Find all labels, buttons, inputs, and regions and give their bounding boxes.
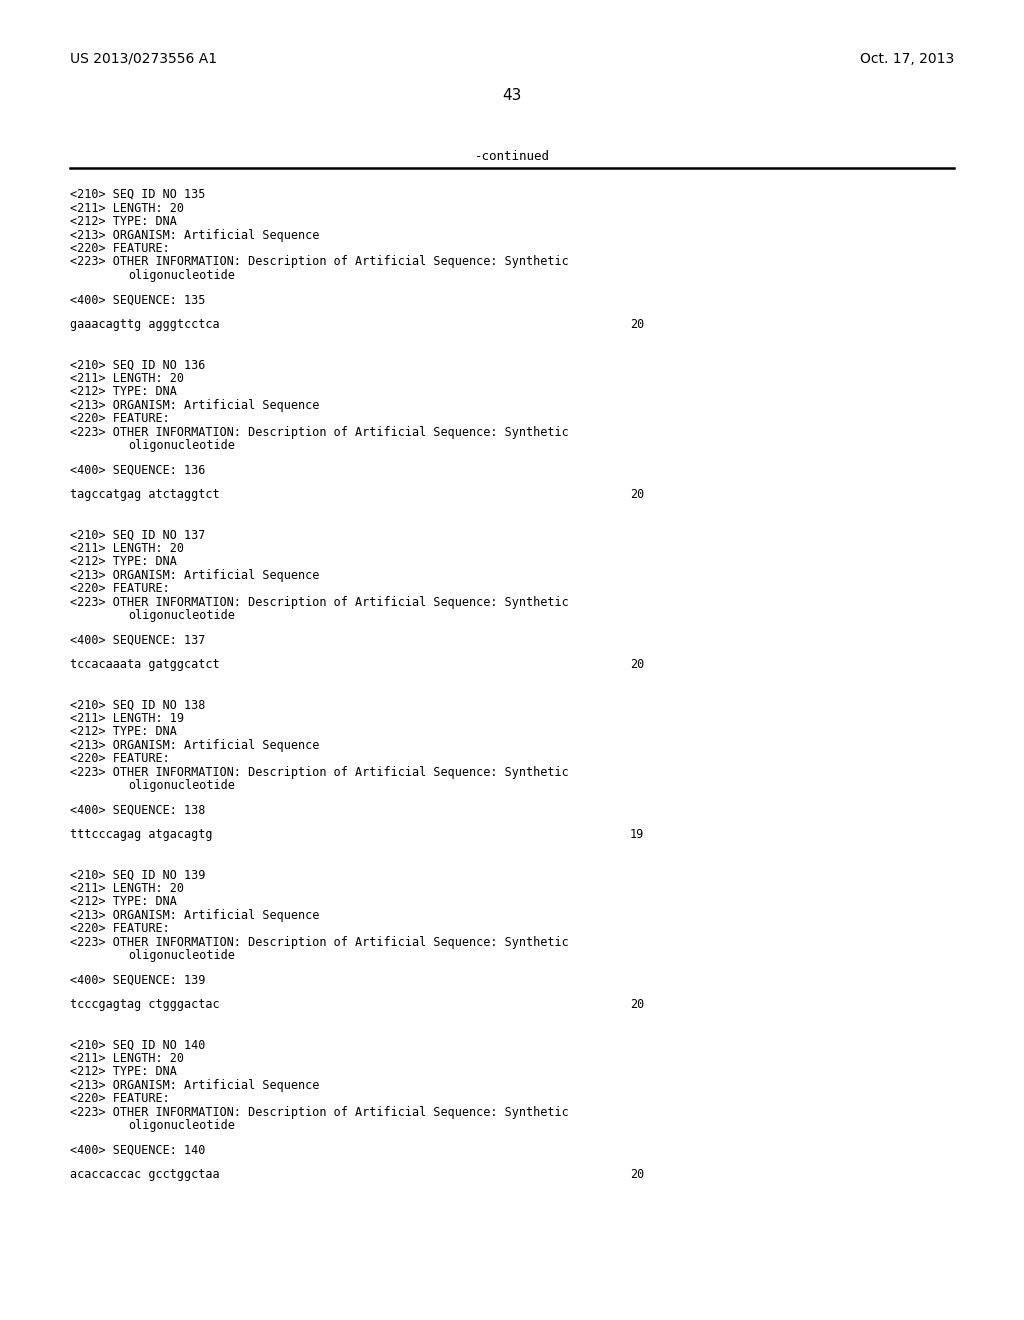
Text: <211> LENGTH: 20: <211> LENGTH: 20 <box>70 1052 184 1065</box>
Text: <211> LENGTH: 19: <211> LENGTH: 19 <box>70 711 184 725</box>
Text: 20: 20 <box>630 487 644 500</box>
Text: <210> SEQ ID NO 138: <210> SEQ ID NO 138 <box>70 698 206 711</box>
Text: <210> SEQ ID NO 140: <210> SEQ ID NO 140 <box>70 1039 206 1052</box>
Text: <210> SEQ ID NO 139: <210> SEQ ID NO 139 <box>70 869 206 882</box>
Text: gaaacagttg agggtcctca: gaaacagttg agggtcctca <box>70 318 219 330</box>
Text: oligonucleotide: oligonucleotide <box>128 269 234 282</box>
Text: <223> OTHER INFORMATION: Description of Artificial Sequence: Synthetic: <223> OTHER INFORMATION: Description of … <box>70 936 568 949</box>
Text: <212> TYPE: DNA: <212> TYPE: DNA <box>70 895 177 908</box>
Text: <211> LENGTH: 20: <211> LENGTH: 20 <box>70 372 184 384</box>
Text: <220> FEATURE:: <220> FEATURE: <box>70 242 170 255</box>
Text: oligonucleotide: oligonucleotide <box>128 1119 234 1133</box>
Text: tccacaaata gatggcatct: tccacaaata gatggcatct <box>70 657 219 671</box>
Text: <212> TYPE: DNA: <212> TYPE: DNA <box>70 556 177 568</box>
Text: 20: 20 <box>630 657 644 671</box>
Text: <400> SEQUENCE: 136: <400> SEQUENCE: 136 <box>70 463 206 477</box>
Text: Oct. 17, 2013: Oct. 17, 2013 <box>860 51 954 66</box>
Text: <212> TYPE: DNA: <212> TYPE: DNA <box>70 385 177 399</box>
Text: tcccgagtag ctgggactac: tcccgagtag ctgggactac <box>70 998 219 1011</box>
Text: -continued: -continued <box>474 150 550 162</box>
Text: <213> ORGANISM: Artificial Sequence: <213> ORGANISM: Artificial Sequence <box>70 909 319 921</box>
Text: <211> LENGTH: 20: <211> LENGTH: 20 <box>70 541 184 554</box>
Text: <211> LENGTH: 20: <211> LENGTH: 20 <box>70 882 184 895</box>
Text: <400> SEQUENCE: 139: <400> SEQUENCE: 139 <box>70 974 206 986</box>
Text: oligonucleotide: oligonucleotide <box>128 610 234 622</box>
Text: US 2013/0273556 A1: US 2013/0273556 A1 <box>70 51 217 66</box>
Text: <220> FEATURE:: <220> FEATURE: <box>70 923 170 936</box>
Text: oligonucleotide: oligonucleotide <box>128 949 234 962</box>
Text: <223> OTHER INFORMATION: Description of Artificial Sequence: Synthetic: <223> OTHER INFORMATION: Description of … <box>70 595 568 609</box>
Text: <400> SEQUENCE: 140: <400> SEQUENCE: 140 <box>70 1144 206 1156</box>
Text: <212> TYPE: DNA: <212> TYPE: DNA <box>70 215 177 228</box>
Text: <213> ORGANISM: Artificial Sequence: <213> ORGANISM: Artificial Sequence <box>70 1078 319 1092</box>
Text: <210> SEQ ID NO 137: <210> SEQ ID NO 137 <box>70 528 206 541</box>
Text: <223> OTHER INFORMATION: Description of Artificial Sequence: Synthetic: <223> OTHER INFORMATION: Description of … <box>70 766 568 779</box>
Text: <213> ORGANISM: Artificial Sequence: <213> ORGANISM: Artificial Sequence <box>70 399 319 412</box>
Text: <211> LENGTH: 20: <211> LENGTH: 20 <box>70 202 184 214</box>
Text: <223> OTHER INFORMATION: Description of Artificial Sequence: Synthetic: <223> OTHER INFORMATION: Description of … <box>70 256 568 268</box>
Text: tttcccagag atgacagtg: tttcccagag atgacagtg <box>70 828 213 841</box>
Text: <223> OTHER INFORMATION: Description of Artificial Sequence: Synthetic: <223> OTHER INFORMATION: Description of … <box>70 1106 568 1119</box>
Text: <213> ORGANISM: Artificial Sequence: <213> ORGANISM: Artificial Sequence <box>70 228 319 242</box>
Text: <212> TYPE: DNA: <212> TYPE: DNA <box>70 725 177 738</box>
Text: tagccatgag atctaggtct: tagccatgag atctaggtct <box>70 487 219 500</box>
Text: <210> SEQ ID NO 136: <210> SEQ ID NO 136 <box>70 358 206 371</box>
Text: <210> SEQ ID NO 135: <210> SEQ ID NO 135 <box>70 187 206 201</box>
Text: <220> FEATURE:: <220> FEATURE: <box>70 1093 170 1105</box>
Text: acaccaccac gcctggctaa: acaccaccac gcctggctaa <box>70 1168 219 1181</box>
Text: <220> FEATURE:: <220> FEATURE: <box>70 752 170 766</box>
Text: 20: 20 <box>630 998 644 1011</box>
Text: <213> ORGANISM: Artificial Sequence: <213> ORGANISM: Artificial Sequence <box>70 569 319 582</box>
Text: <213> ORGANISM: Artificial Sequence: <213> ORGANISM: Artificial Sequence <box>70 739 319 752</box>
Text: 43: 43 <box>503 88 521 103</box>
Text: oligonucleotide: oligonucleotide <box>128 440 234 451</box>
Text: 19: 19 <box>630 828 644 841</box>
Text: <223> OTHER INFORMATION: Description of Artificial Sequence: Synthetic: <223> OTHER INFORMATION: Description of … <box>70 425 568 438</box>
Text: 20: 20 <box>630 1168 644 1181</box>
Text: <220> FEATURE:: <220> FEATURE: <box>70 582 170 595</box>
Text: <400> SEQUENCE: 135: <400> SEQUENCE: 135 <box>70 293 206 306</box>
Text: oligonucleotide: oligonucleotide <box>128 779 234 792</box>
Text: <400> SEQUENCE: 137: <400> SEQUENCE: 137 <box>70 634 206 647</box>
Text: <400> SEQUENCE: 138: <400> SEQUENCE: 138 <box>70 804 206 817</box>
Text: <212> TYPE: DNA: <212> TYPE: DNA <box>70 1065 177 1078</box>
Text: <220> FEATURE:: <220> FEATURE: <box>70 412 170 425</box>
Text: 20: 20 <box>630 318 644 330</box>
